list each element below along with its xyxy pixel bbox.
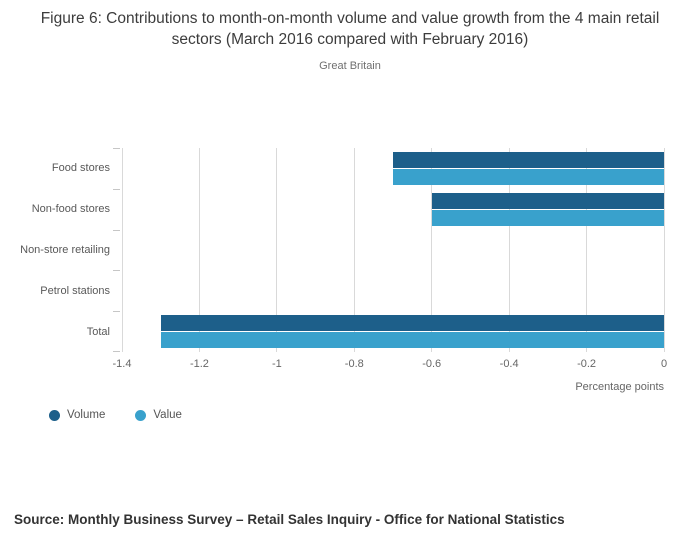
y-axis-tick: [113, 188, 120, 190]
gridline: [663, 148, 665, 352]
category-label-petrol-stations: Petrol stations: [40, 284, 110, 297]
legend-label-value: Value: [153, 409, 182, 421]
category-label-non-food-stores: Non-food stores: [31, 203, 110, 216]
legend-marker-volume: [49, 409, 60, 421]
source-note: Source: Monthly Business Survey – Retail…: [14, 512, 565, 527]
bar-value-food-stores: [393, 169, 664, 185]
bar-volume-non-food-stores: [431, 192, 664, 209]
x-axis-ticks: -1.4 -1.2 -1 -0.8 -0.6 -0.4 -0.2 0: [113, 358, 668, 372]
x-tick-label: -0.6: [422, 358, 442, 370]
y-axis-labels: Food stores Non-food stores Non-store reta…: [0, 148, 110, 352]
legend: Volume Value: [49, 409, 182, 421]
gridline: [508, 148, 510, 352]
x-tick-label: -0.8: [344, 358, 364, 370]
category-label-non-store-retailing: Non-store retailing: [20, 243, 110, 256]
category-label-total: Total: [86, 325, 110, 338]
x-tick-label: -0.4: [499, 358, 519, 370]
x-tick-label: -1.2: [189, 358, 209, 370]
legend-item-volume: Volume: [49, 409, 105, 421]
y-axis-tick-marks: [113, 148, 120, 352]
gridline: [276, 148, 278, 352]
legend-marker-value: [135, 409, 147, 421]
x-tick-label: -1.4: [112, 358, 132, 370]
y-axis-tick: [113, 148, 120, 149]
x-tick-label: 0: [660, 358, 668, 370]
x-tick-label: -1: [271, 358, 282, 370]
legend-label-volume: Volume: [67, 409, 106, 421]
x-tick-label: -0.2: [577, 358, 597, 370]
chart-subtitle: Great Britain: [319, 59, 381, 72]
gridline: [586, 148, 588, 352]
x-axis-label: Percentage points: [575, 381, 664, 393]
bar-value-non-food-stores: [431, 209, 664, 226]
y-axis-tick: [113, 311, 120, 313]
legend-item-value: Value: [135, 409, 182, 421]
gridline: [121, 148, 123, 352]
y-axis-tick: [113, 351, 120, 352]
category-label-food-stores: Food stores: [51, 162, 110, 175]
gridline: [353, 148, 355, 352]
bar-volume-food-stores: [393, 152, 664, 168]
gridline: [431, 148, 433, 352]
y-axis-tick: [113, 270, 120, 272]
bar-value-total: [160, 332, 664, 349]
y-axis-tick: [113, 229, 120, 231]
gridline: [198, 148, 200, 352]
plot-area: [121, 148, 665, 352]
bar-volume-total: [160, 315, 664, 332]
page-title: Figure 6: Contributions to month-on-mont…: [40, 10, 660, 48]
